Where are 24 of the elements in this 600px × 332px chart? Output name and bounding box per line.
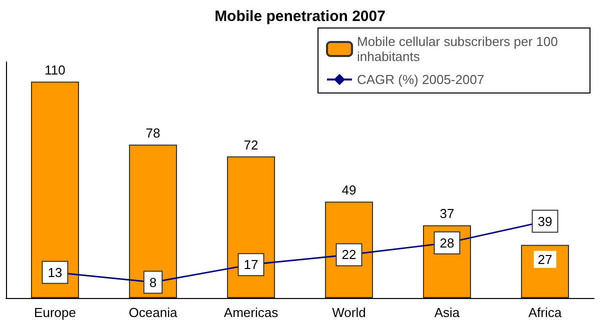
- data-label: 78: [146, 126, 160, 141]
- chart-title: Mobile penetration 2007: [214, 8, 386, 25]
- x-tick-label: Americas: [224, 305, 279, 320]
- data-label: 37: [440, 206, 454, 222]
- x-tick-label: World: [332, 305, 366, 320]
- data-label: 22: [342, 247, 356, 262]
- data-label: 39: [538, 214, 552, 229]
- data-label: 13: [48, 264, 62, 280]
- legend-label: Mobile cellular subscribers per 100 inhabitants: [357, 34, 562, 64]
- data-label: 17: [244, 257, 258, 272]
- bar: [129, 144, 177, 298]
- data-label: 27: [538, 252, 552, 267]
- x-tick-label: Africa: [528, 305, 562, 320]
- x-tick-label: Europe: [34, 305, 76, 320]
- data-label: 49: [342, 182, 356, 198]
- bar: [31, 82, 79, 298]
- x-tick-label: Oceania: [128, 305, 178, 320]
- data-label: 28: [440, 235, 454, 250]
- data-label: 8: [149, 274, 157, 290]
- x-tick-label: Asia: [434, 305, 460, 320]
- bar: [227, 156, 275, 298]
- data-label: 72: [244, 137, 258, 152]
- data-label: 110: [44, 62, 66, 78]
- legend-label: CAGR (%) 2005-2007: [357, 72, 484, 87]
